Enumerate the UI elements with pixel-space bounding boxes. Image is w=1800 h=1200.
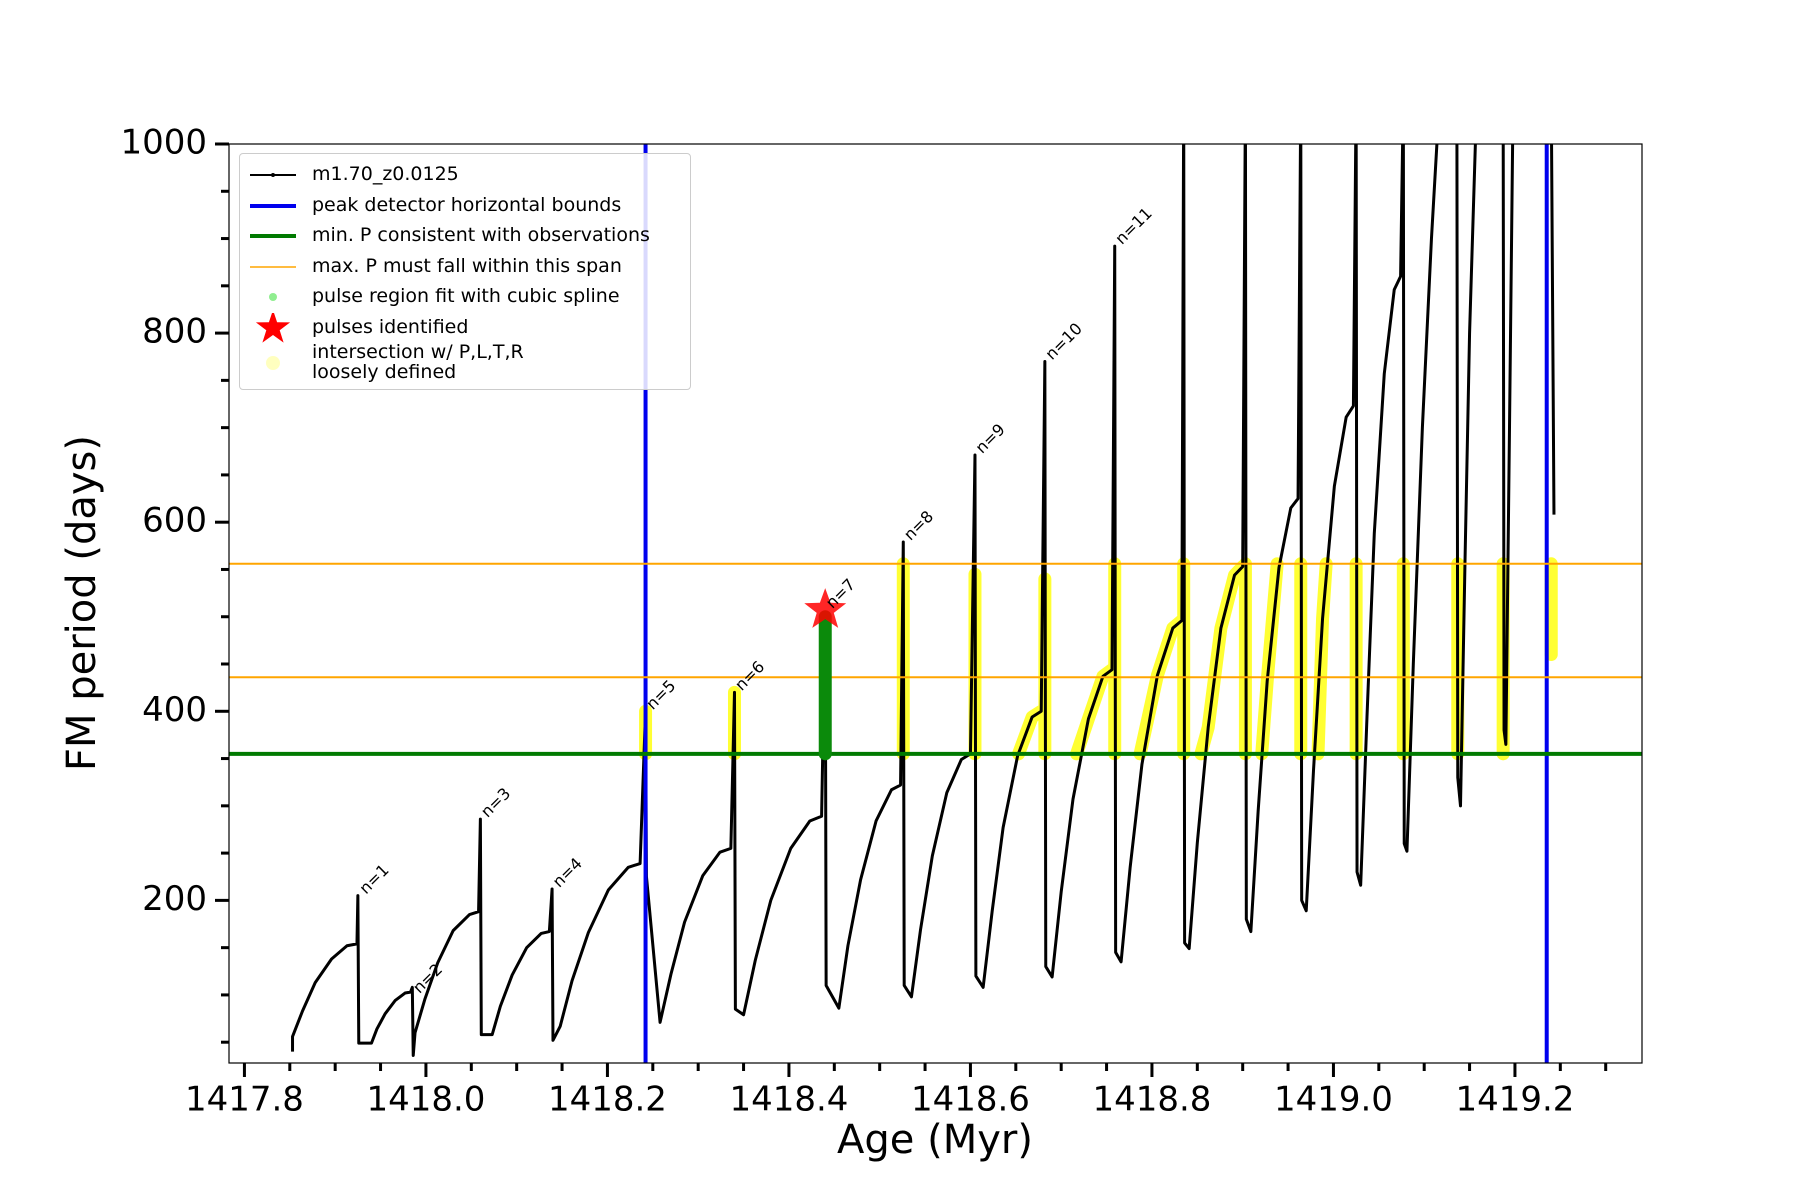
pulse-annotation: n=9: [972, 420, 1009, 457]
x-tick-label: 1418.6: [911, 1080, 1030, 1120]
x-tick-label: 1418.2: [548, 1080, 667, 1120]
x-tick-label: 1418.8: [1092, 1080, 1211, 1120]
pulse-annotation: n=10: [1041, 319, 1085, 363]
x-tick-label: 1417.8: [185, 1080, 304, 1120]
plot-area: [229, 144, 1642, 1063]
x-tick-label: 1419.2: [1455, 1080, 1574, 1120]
x-tick-label: 1419.0: [1274, 1080, 1393, 1120]
legend-label: pulses identified: [312, 315, 469, 338]
legend-marker: [250, 266, 296, 268]
pulse-annotation: n=11: [1111, 204, 1155, 248]
data-line: [291, 144, 1556, 1057]
legend-label: m1.70_z0.0125: [312, 163, 459, 186]
y-tick-label: 800: [142, 312, 207, 352]
pulse-annotation: n=3: [477, 784, 514, 821]
legend-entry: m1.70_z0.0125: [240, 160, 690, 191]
legend-entry: pulse region fit with cubic spline: [240, 282, 690, 313]
legend-label: pulse region fit with cubic spline: [312, 285, 620, 308]
pulse-annotation: n=4: [549, 854, 586, 891]
legend-entry: intersection w/ P,L,T,R loosely defined: [240, 341, 690, 383]
y-tick-label: 400: [142, 690, 207, 730]
y-axis-label: FM period (days): [59, 435, 105, 771]
legend-label: intersection w/ P,L,T,R loosely defined: [312, 341, 524, 383]
pulse-annotation: n=2: [409, 960, 446, 997]
x-tick-label: 1418.0: [366, 1080, 485, 1120]
pulse-annotation: n=1: [355, 860, 392, 897]
legend-label: max. P must fall within this span: [312, 254, 622, 277]
y-tick-label: 1000: [120, 123, 207, 163]
legend-marker: [266, 355, 280, 370]
x-axis-label: Age (Myr): [837, 1117, 1033, 1163]
legend-label: min. P consistent with observations: [312, 224, 650, 247]
legend-entry: peak detector horizontal bounds: [240, 191, 690, 222]
y-tick-label: 600: [142, 501, 207, 541]
legend-marker: [250, 173, 296, 178]
y-tick-label: 200: [142, 879, 207, 919]
axes-frame: [228, 143, 1643, 1064]
legend-marker: [269, 293, 277, 302]
legend-entry: max. P must fall within this span: [240, 252, 690, 283]
pulse-star: [804, 588, 847, 628]
legend-entry: pulses identified: [240, 312, 690, 344]
pulse-annotation: n=8: [900, 507, 937, 544]
legend-marker: [250, 203, 296, 208]
legend-label: peak detector horizontal bounds: [312, 193, 622, 216]
legend-marker: [255, 312, 291, 343]
legend-entry: min. P consistent with observations: [240, 221, 690, 252]
x-tick-label: 1418.4: [729, 1080, 848, 1120]
legend-marker: [250, 234, 296, 239]
